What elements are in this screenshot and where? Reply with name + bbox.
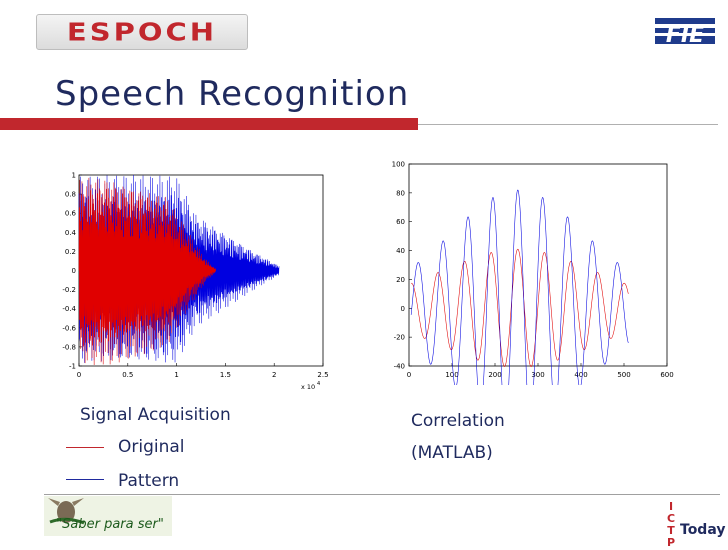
correlation-x-tick-label: 100	[445, 371, 458, 379]
signal-y-tick-label: 0.2	[65, 248, 76, 256]
signal-x-tick-label: 1.5	[220, 371, 231, 379]
correlation-label: Correlation	[411, 411, 505, 431]
ictp-letter-i: I	[669, 500, 673, 513]
signal-y-tick-label: -0.8	[62, 343, 76, 351]
signal-x-scale-label: x 10	[301, 383, 315, 391]
signal-y-tick-label: 1	[72, 172, 76, 180]
slide-title: Speech Recognition	[55, 74, 410, 114]
espoch-logo: ESPOCH	[36, 14, 248, 50]
correlation-y-tick-label: 40	[396, 247, 405, 255]
signal-series-original	[78, 177, 216, 365]
signal-x-tick-label: 0.5	[122, 371, 133, 379]
correlation-y-tick-label: 80	[396, 189, 405, 197]
correlation-y-tick-label: -20	[394, 334, 405, 342]
pattern-legend-label: Pattern	[118, 471, 180, 491]
signal-x-tick-label: 2	[272, 371, 276, 379]
signal-y-tick-label: -0.2	[62, 286, 76, 294]
ictp-logo: I C T P Today	[650, 498, 728, 549]
correlation-y-tick-label: 100	[392, 161, 405, 169]
fie-logo: FIE	[637, 16, 721, 50]
correlation-y-tick-label: 20	[396, 276, 405, 284]
title-underline	[0, 118, 418, 130]
ictp-today-text: Today	[680, 522, 725, 538]
signal-y-tick-label: 0.6	[65, 210, 77, 218]
original-legend-line	[66, 447, 104, 448]
correlation-x-tick-label: 600	[660, 371, 673, 379]
espoch-logo-text: ESPOCH	[66, 17, 218, 47]
signal-y-tick-label: -1	[69, 363, 76, 371]
ictp-letter-c: C	[667, 512, 675, 525]
signal-y-tick-label: -0.6	[62, 324, 76, 332]
signal-acquisition-label: Signal Acquisition	[80, 405, 231, 425]
signal-y-tick-label: -0.4	[62, 305, 76, 313]
pattern-legend-line	[66, 479, 104, 480]
signal-x-tick-label: 1	[174, 371, 178, 379]
correlation-x-tick-label: 300	[531, 371, 544, 379]
motto-logo: "Saber para ser"	[44, 496, 172, 536]
signal-x-scale-exponent: 4	[317, 381, 320, 387]
correlation-series-original	[411, 248, 629, 367]
footer-divider	[44, 494, 720, 495]
correlation-x-tick-label: 0	[407, 371, 411, 379]
correlation-x-tick-label: 500	[617, 371, 630, 379]
header-divider	[418, 124, 718, 125]
correlation-y-tick-label: -40	[394, 363, 405, 371]
original-legend-label: Original	[118, 437, 185, 457]
ictp-letter-t: T	[667, 524, 675, 537]
fie-logo-text: FIE	[666, 23, 704, 48]
correlation-x-tick-label: 400	[574, 371, 587, 379]
signal-chart: 0 0.5 1 1.5 2 2.5 1 0.8 0.6 0.4 0.2 0 -0.2 -0.4 -0.6 -0…	[62, 172, 328, 392]
correlation-series-pattern	[410, 189, 629, 385]
motto-text: "Saber para ser"	[56, 517, 164, 532]
signal-y-tick-label: 0.8	[65, 191, 76, 199]
correlation-y-tick-label: 60	[396, 218, 405, 226]
signal-x-tick-label: 0	[77, 371, 81, 379]
signal-y-tick-label: 0.4	[65, 229, 77, 237]
correlation-y-tick-label: 0	[401, 305, 405, 313]
ictp-letter-p: P	[667, 536, 675, 546]
correlation-x-tick-label: 200	[488, 371, 501, 379]
signal-x-tick-label: 2.5	[317, 371, 328, 379]
signal-y-tick-label: 0	[72, 267, 76, 275]
matlab-label: (MATLAB)	[411, 443, 493, 463]
